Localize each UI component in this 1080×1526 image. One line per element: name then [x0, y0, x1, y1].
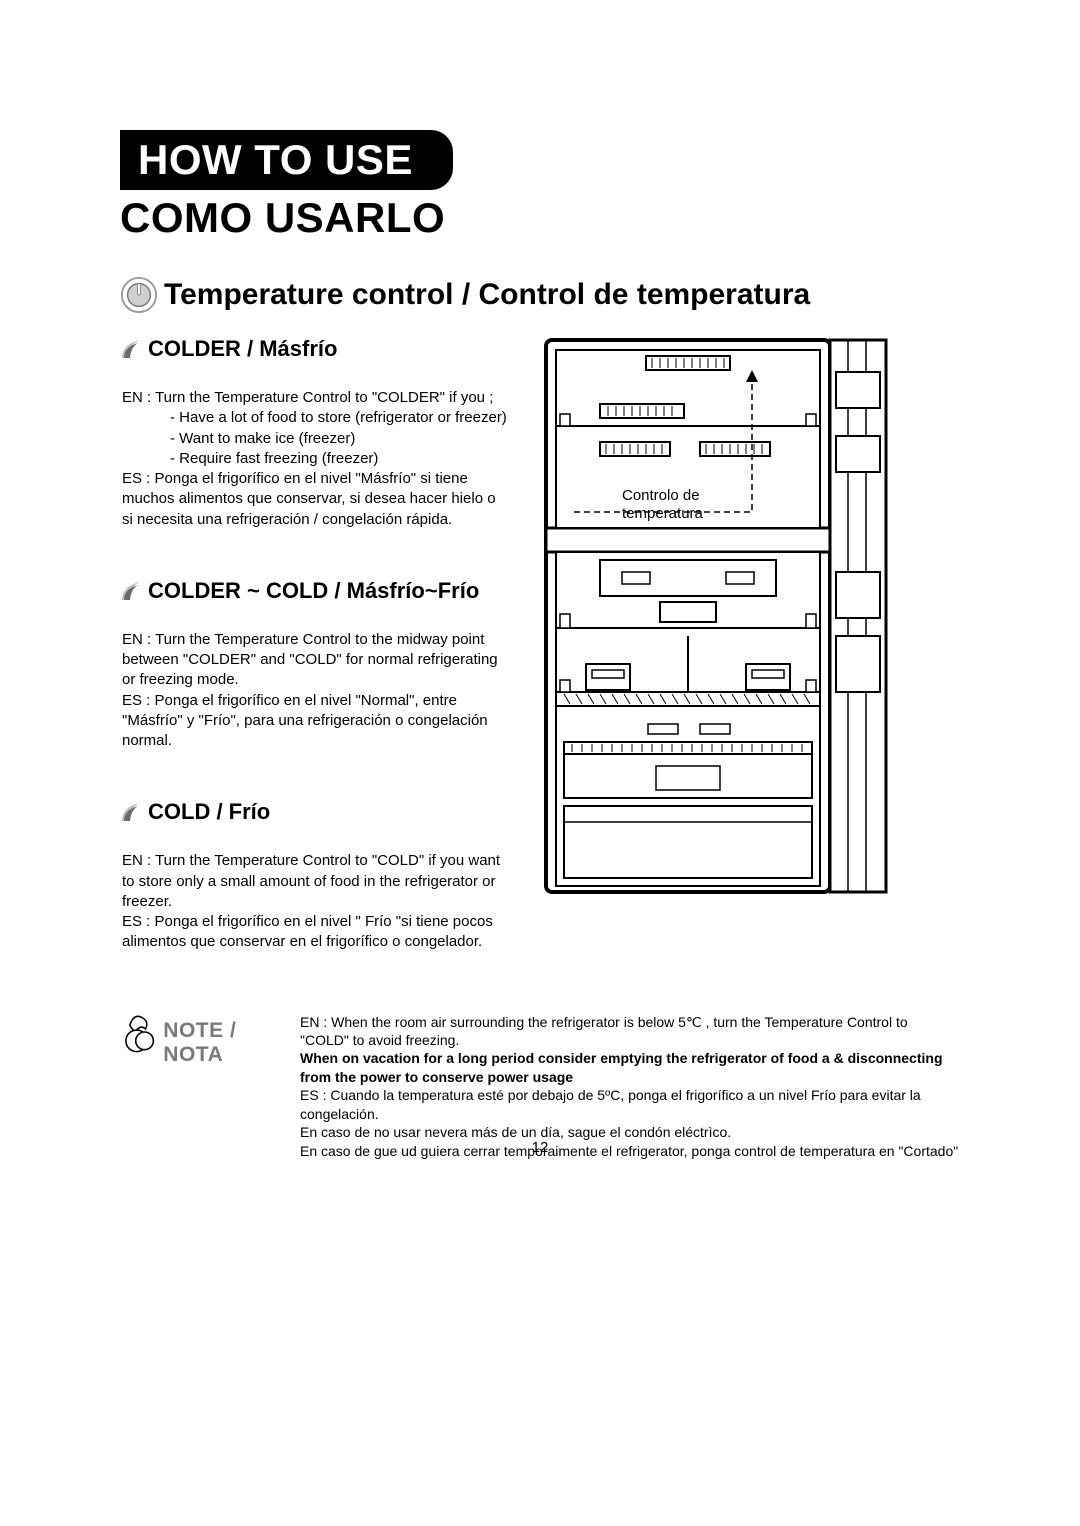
text-en-bullet: - Want to make ice (freezer) [120, 429, 510, 449]
subtitle: COMO USARLO [120, 194, 960, 242]
text-en: EN : Turn the Temperature Control to "CO… [122, 851, 510, 912]
block-cold: COLD / Frío EN : Turn the Temperature Co… [120, 799, 510, 952]
note-es1: ES : Cuando la temperatura esté por deba… [300, 1086, 960, 1123]
block-colder: COLDER / Másfrío EN : Turn the Temperatu… [120, 336, 510, 530]
swoosh-icon [120, 580, 144, 602]
page-number: 12 [532, 1139, 549, 1156]
block-heading: COLDER ~ COLD / Másfrío~Frío [148, 578, 479, 604]
fridge-diagram: Controlo de temperatura [530, 336, 890, 896]
hand-point-icon [120, 1013, 157, 1053]
section-heading: Temperature control / Control de tempera… [164, 278, 810, 312]
dial-icon [120, 276, 158, 314]
title-bar: HOW TO USE [120, 130, 453, 190]
note-label: NOTE / NOTA [163, 1019, 300, 1067]
manual-page: HOW TO USE COMO USARLO Temperature contr… [0, 0, 1080, 1210]
note-en1: EN : When the room air surrounding the r… [300, 1013, 960, 1050]
block-mid: COLDER ~ COLD / Másfrío~Frío EN : Turn t… [120, 578, 510, 752]
text-en-bullet: - Have a lot of food to store (refrigera… [120, 408, 510, 428]
note-es3: En caso de gue ud guiera cerrar temporai… [300, 1142, 960, 1160]
block-heading: COLD / Frío [148, 799, 270, 825]
note-text: EN : When the room air surrounding the r… [300, 1013, 960, 1161]
section-heading-row: Temperature control / Control de tempera… [120, 276, 960, 314]
text-es: ES : Ponga el frigorífico en el nivel "M… [122, 469, 510, 530]
left-column: COLDER / Másfrío EN : Turn the Temperatu… [120, 336, 510, 973]
note-es2: En caso de no usar nevera más de un día,… [300, 1123, 960, 1141]
note-badge: NOTE / NOTA [120, 1013, 300, 1067]
text-es: ES : Ponga el frigorífico en el nivel " … [122, 912, 510, 953]
text-en: EN : Turn the Temperature Control to "CO… [122, 388, 510, 408]
text-en-bullet: - Require fast freezing (freezer) [120, 449, 510, 469]
text-en: EN : Turn the Temperature Control to the… [122, 630, 510, 691]
block-heading: COLDER / Másfrío [148, 336, 337, 362]
note-en2: When on vacation for a long period consi… [300, 1049, 960, 1086]
right-column: Controlo de temperatura [530, 336, 960, 973]
swoosh-icon [120, 801, 144, 823]
diagram-label-2: temperatura [622, 505, 704, 522]
diagram-label-1: Controlo de [622, 487, 700, 504]
text-es: ES : Ponga el frigorífico en el nivel "N… [122, 691, 510, 752]
swoosh-icon [120, 338, 144, 360]
